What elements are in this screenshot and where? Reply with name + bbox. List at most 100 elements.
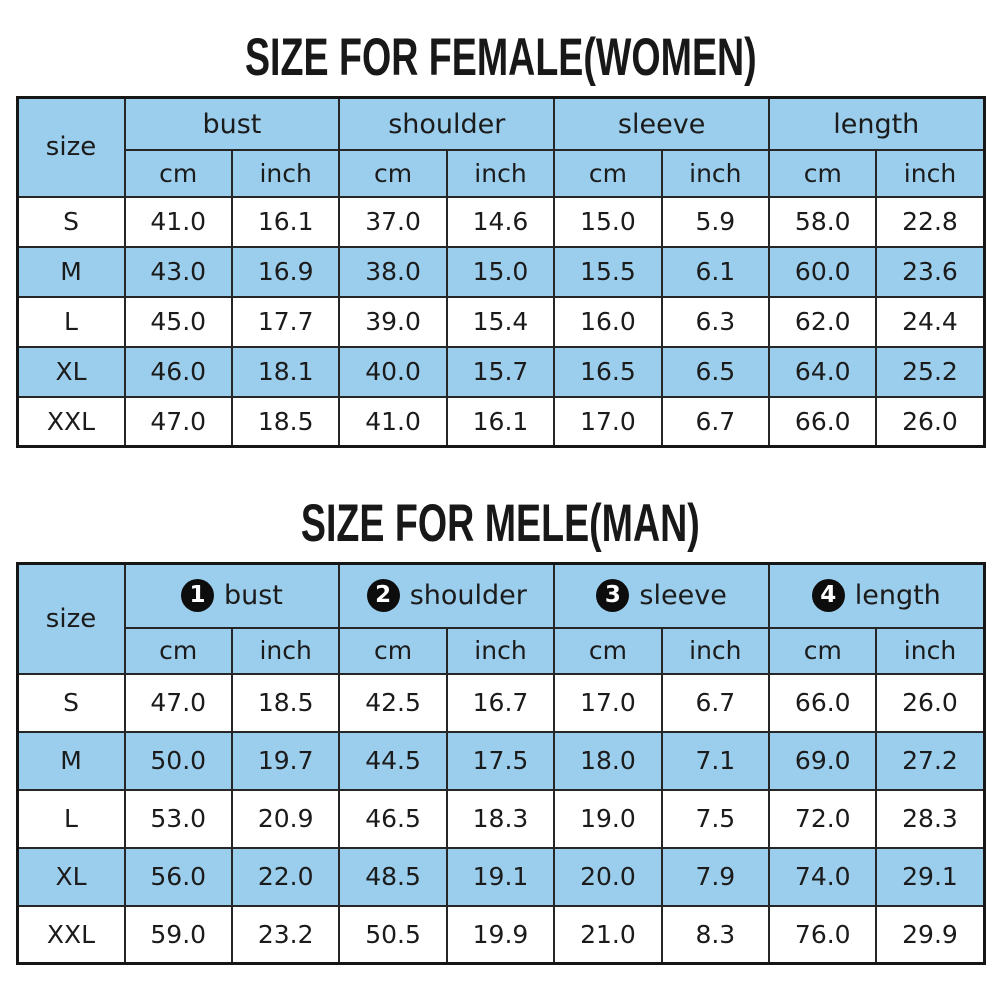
group-label: sleeve bbox=[617, 108, 706, 140]
value-cell: 8.3 bbox=[660, 904, 771, 965]
unit-header-inch: inch bbox=[230, 148, 341, 198]
value-cell: 6.7 bbox=[660, 395, 771, 448]
value-cell: 16.1 bbox=[230, 195, 341, 248]
value-cell: 17.7 bbox=[230, 295, 341, 348]
size-cell: M bbox=[16, 245, 126, 298]
unit-header-cm: cm bbox=[338, 148, 448, 198]
male-length-header: 4 length bbox=[768, 562, 985, 629]
male-size-column-header: size bbox=[16, 562, 126, 675]
female-length-header: length bbox=[768, 96, 985, 151]
value-cell: 44.5 bbox=[338, 730, 448, 791]
group-label: length bbox=[833, 108, 920, 140]
table-row-m: M 43.0 16.9 38.0 15.0 15.5 6.1 60.0 23.6 bbox=[16, 245, 985, 298]
value-cell: 37.0 bbox=[338, 195, 448, 248]
unit-header-inch: inch bbox=[445, 626, 556, 675]
value-cell: 26.0 bbox=[875, 672, 985, 733]
value-cell: 18.0 bbox=[553, 730, 663, 791]
female-sleeve-header: sleeve bbox=[553, 96, 771, 151]
value-cell: 50.5 bbox=[338, 904, 448, 965]
value-cell: 42.5 bbox=[338, 672, 448, 733]
circled-3-icon: 3 bbox=[596, 579, 630, 613]
table-row-s: S 41.0 16.1 37.0 14.6 15.0 5.9 58.0 22.8 bbox=[16, 195, 985, 248]
value-cell: 29.9 bbox=[875, 904, 985, 965]
table-row-m: M 50.0 19.7 44.5 17.5 18.0 7.1 69.0 27.2 bbox=[16, 730, 985, 791]
unit-header-inch: inch bbox=[660, 626, 771, 675]
value-cell: 18.3 bbox=[445, 788, 556, 849]
value-cell: 21.0 bbox=[553, 904, 663, 965]
unit-header-cm: cm bbox=[123, 148, 233, 198]
value-cell: 47.0 bbox=[123, 672, 233, 733]
value-cell: 16.1 bbox=[445, 395, 556, 448]
value-cell: 15.4 bbox=[445, 295, 556, 348]
table-row-s: S 47.0 18.5 42.5 16.7 17.0 6.7 66.0 26.0 bbox=[16, 672, 985, 733]
value-cell: 6.7 bbox=[660, 672, 771, 733]
value-cell: 43.0 bbox=[123, 245, 233, 298]
female-unit-header-row: cm inch cm inch cm inch cm inch bbox=[17, 148, 985, 198]
value-cell: 66.0 bbox=[768, 672, 878, 733]
value-cell: 16.0 bbox=[553, 295, 663, 348]
value-cell: 6.1 bbox=[660, 245, 771, 298]
value-cell: 6.3 bbox=[660, 295, 771, 348]
size-cell: L bbox=[16, 295, 126, 348]
value-cell: 18.1 bbox=[230, 345, 341, 398]
male-shoulder-header: 2 shoulder bbox=[338, 562, 556, 629]
value-cell: 29.1 bbox=[875, 846, 985, 907]
male-sleeve-header: 3 sleeve bbox=[553, 562, 771, 629]
value-cell: 38.0 bbox=[338, 245, 448, 298]
value-cell: 27.2 bbox=[875, 730, 985, 791]
value-cell: 18.5 bbox=[230, 672, 341, 733]
female-bust-header: bust bbox=[123, 96, 341, 151]
value-cell: 7.1 bbox=[660, 730, 771, 791]
value-cell: 41.0 bbox=[338, 395, 448, 448]
size-cell: XL bbox=[16, 345, 126, 398]
value-cell: 58.0 bbox=[768, 195, 878, 248]
value-cell: 48.5 bbox=[338, 846, 448, 907]
value-cell: 69.0 bbox=[768, 730, 878, 791]
value-cell: 19.1 bbox=[445, 846, 556, 907]
value-cell: 16.5 bbox=[553, 345, 663, 398]
value-cell: 22.8 bbox=[875, 195, 985, 248]
size-cell: S bbox=[16, 672, 126, 733]
male-bust-header: 1 bust bbox=[123, 562, 341, 629]
value-cell: 41.0 bbox=[123, 195, 233, 248]
value-cell: 16.7 bbox=[445, 672, 556, 733]
value-cell: 45.0 bbox=[123, 295, 233, 348]
unit-header-cm: cm bbox=[553, 626, 663, 675]
value-cell: 53.0 bbox=[123, 788, 233, 849]
unit-header-cm: cm bbox=[123, 626, 233, 675]
group-label: bust bbox=[202, 108, 262, 140]
male-size-table: size 1 bust 2 shoulder 3 sleeve 4 length cm … bbox=[15, 562, 986, 965]
value-cell: 15.7 bbox=[445, 345, 556, 398]
value-cell: 7.9 bbox=[660, 846, 771, 907]
value-cell: 15.0 bbox=[553, 195, 663, 248]
size-cell: M bbox=[16, 730, 126, 791]
female-size-column-header: size bbox=[16, 96, 126, 198]
size-cell: XXL bbox=[16, 395, 126, 448]
value-cell: 74.0 bbox=[768, 846, 878, 907]
unit-header-inch: inch bbox=[660, 148, 771, 198]
value-cell: 64.0 bbox=[768, 345, 878, 398]
value-cell: 16.9 bbox=[230, 245, 341, 298]
unit-header-inch: inch bbox=[445, 148, 556, 198]
group-label: shoulder bbox=[388, 108, 506, 140]
value-cell: 15.0 bbox=[445, 245, 556, 298]
size-cell: S bbox=[16, 195, 126, 248]
male-table-title-text: SIZE FOR MELE(MAN) bbox=[301, 492, 700, 553]
value-cell: 6.5 bbox=[660, 345, 771, 398]
value-cell: 76.0 bbox=[768, 904, 878, 965]
value-cell: 62.0 bbox=[768, 295, 878, 348]
table-row-l: L 53.0 20.9 46.5 18.3 19.0 7.5 72.0 28.3 bbox=[16, 788, 985, 849]
value-cell: 20.0 bbox=[553, 846, 663, 907]
value-cell: 5.9 bbox=[660, 195, 771, 248]
value-cell: 39.0 bbox=[338, 295, 448, 348]
value-cell: 17.5 bbox=[445, 730, 556, 791]
unit-header-inch: inch bbox=[875, 148, 985, 198]
value-cell: 7.5 bbox=[660, 788, 771, 849]
group-label: shoulder bbox=[409, 580, 527, 612]
table-row-xxl: XXL 47.0 18.5 41.0 16.1 17.0 6.7 66.0 26… bbox=[16, 395, 985, 448]
value-cell: 20.9 bbox=[230, 788, 341, 849]
value-cell: 26.0 bbox=[875, 395, 985, 448]
value-cell: 19.7 bbox=[230, 730, 341, 791]
value-cell: 15.5 bbox=[553, 245, 663, 298]
